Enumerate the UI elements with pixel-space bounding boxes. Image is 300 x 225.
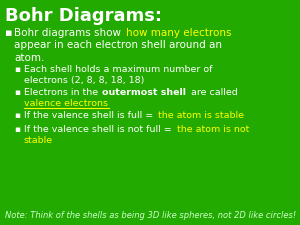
Text: stable: stable xyxy=(24,136,53,145)
Text: ▪: ▪ xyxy=(14,65,20,74)
Text: appear in each electron shell around an: appear in each electron shell around an xyxy=(14,40,222,50)
Text: If the valence shell is full =: If the valence shell is full = xyxy=(24,111,156,120)
Text: how many electrons: how many electrons xyxy=(126,28,232,38)
Text: atom.: atom. xyxy=(14,53,45,63)
Text: ▪: ▪ xyxy=(14,88,20,97)
Text: ▪: ▪ xyxy=(14,111,20,120)
Text: are called: are called xyxy=(188,88,237,97)
Text: ▪: ▪ xyxy=(14,125,20,134)
Text: the atom is not: the atom is not xyxy=(177,125,249,134)
Text: Note: Think of the shells as being 3D like spheres, not 2D like circles!: Note: Think of the shells as being 3D li… xyxy=(5,212,296,220)
Text: If the valence shell is not full =: If the valence shell is not full = xyxy=(24,125,174,134)
Text: electrons (2, 8, 8, 18, 18): electrons (2, 8, 8, 18, 18) xyxy=(24,76,144,86)
Text: ▪: ▪ xyxy=(5,28,12,38)
Text: outermost shell: outermost shell xyxy=(102,88,186,97)
Text: the atom is stable: the atom is stable xyxy=(158,111,244,120)
Text: Bohr diagrams show: Bohr diagrams show xyxy=(14,28,124,38)
Text: Bohr Diagrams:: Bohr Diagrams: xyxy=(5,7,162,25)
Text: Electrons in the: Electrons in the xyxy=(24,88,101,97)
Text: valence electrons: valence electrons xyxy=(24,99,108,108)
Text: Each shell holds a maximum number of: Each shell holds a maximum number of xyxy=(24,65,212,74)
